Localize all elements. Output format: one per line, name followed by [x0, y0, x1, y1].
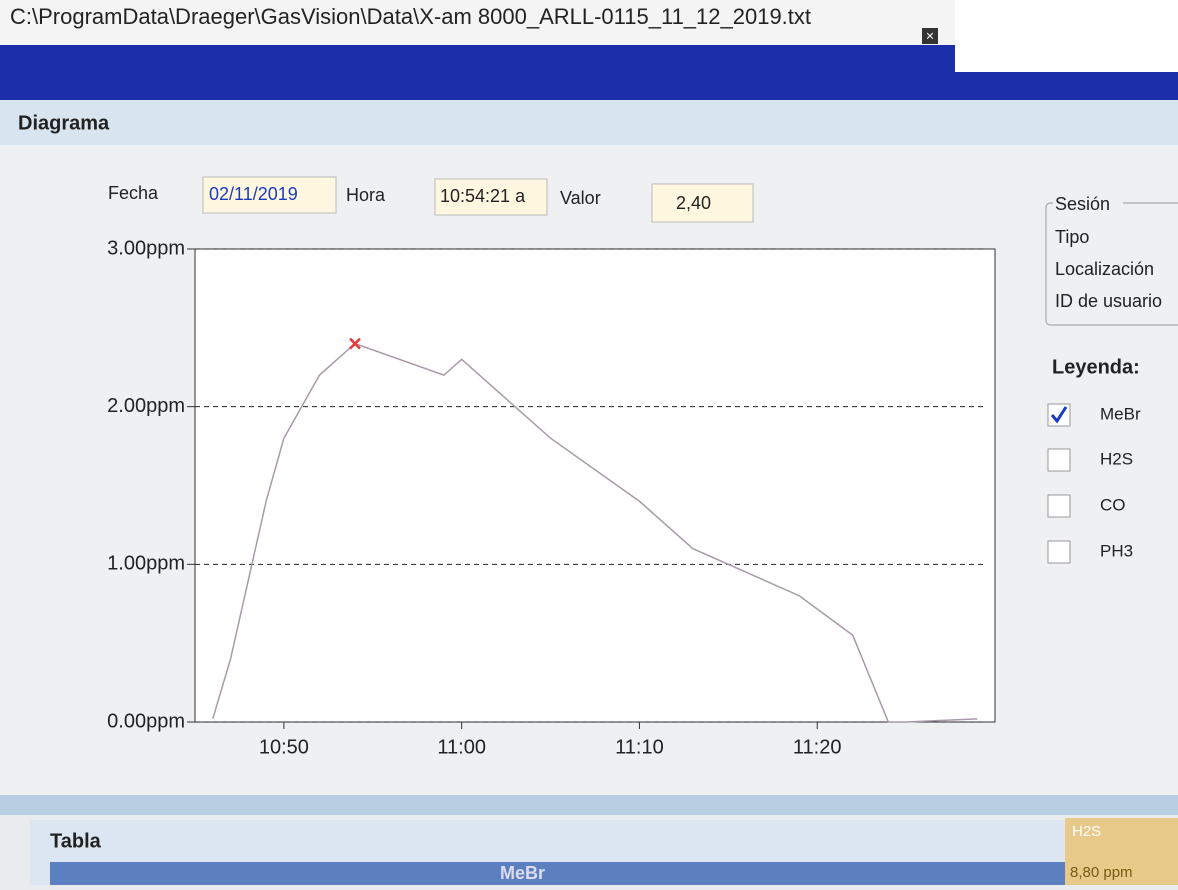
legend-checkbox[interactable] [1048, 404, 1070, 426]
session-title: Sesión [1055, 194, 1110, 214]
field-value[interactable]: 2,40 [676, 193, 711, 213]
legend-checkbox[interactable] [1048, 495, 1070, 517]
y-tick-label: 0.00ppm [107, 710, 185, 732]
legend-label[interactable]: CO [1100, 495, 1126, 514]
plot-area [195, 249, 995, 722]
legend-checkbox[interactable] [1048, 449, 1070, 471]
close-icon[interactable]: × [926, 28, 934, 44]
legend-label[interactable]: PH3 [1100, 541, 1133, 560]
y-tick-label: 1.00ppm [107, 553, 185, 575]
tab-blank [955, 0, 1178, 72]
field-value[interactable]: 10:54:21 a [440, 186, 526, 206]
field-label: Fecha [108, 183, 159, 203]
legend-label[interactable]: H2S [1100, 449, 1133, 468]
splitter [0, 795, 1178, 815]
table-column: H2S [1072, 823, 1101, 840]
session-row: ID de usuario [1055, 291, 1162, 311]
y-tick-label: 2.00ppm [107, 395, 185, 417]
field-label: Valor [560, 188, 601, 208]
section-header [0, 100, 1178, 145]
legend-title: Leyenda: [1052, 356, 1140, 378]
table-cell: 8,80 ppm [1070, 864, 1133, 881]
session-row: Tipo [1055, 227, 1089, 247]
x-tick-label: 11:10 [615, 736, 664, 758]
y-tick-label: 3.00ppm [107, 237, 185, 259]
table-title: Tabla [50, 830, 102, 852]
table-column: MeBr [500, 863, 545, 883]
x-tick-label: 10:50 [259, 736, 309, 758]
field-value[interactable]: 02/11/2019 [209, 184, 298, 204]
x-tick-label: 11:00 [437, 736, 486, 758]
page: C:\ProgramData\Draeger\GasVision\Data\X-… [0, 0, 1178, 885]
session-row: Localización [1055, 259, 1154, 279]
window-title: C:\ProgramData\Draeger\GasVision\Data\X-… [10, 4, 811, 29]
section-title: Diagrama [18, 112, 110, 134]
table-header [50, 862, 1178, 885]
legend-label[interactable]: MeBr [1100, 404, 1141, 423]
x-tick-label: 11:20 [793, 736, 842, 758]
field-label: Hora [346, 185, 386, 205]
legend-checkbox[interactable] [1048, 541, 1070, 563]
screen: C:\ProgramData\Draeger\GasVision\Data\X-… [0, 0, 1178, 885]
